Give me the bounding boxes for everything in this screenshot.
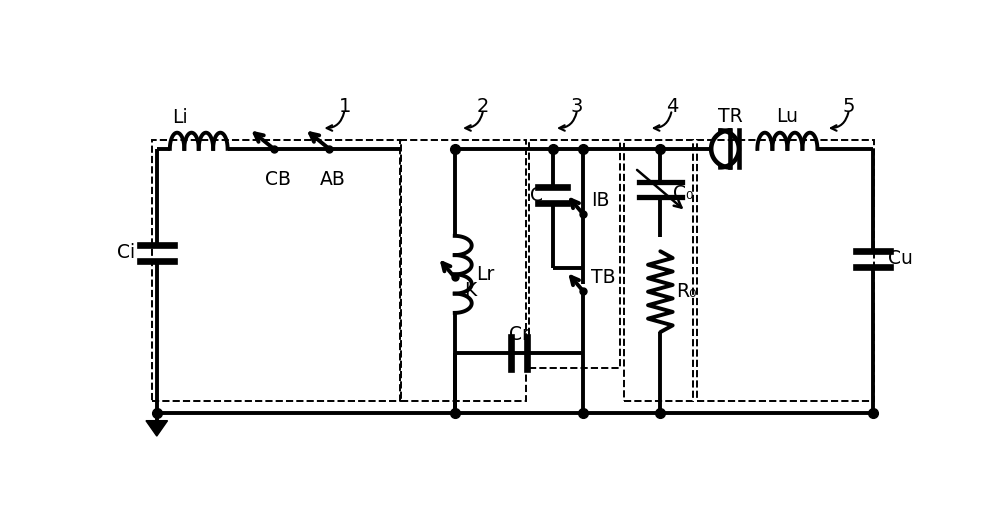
Bar: [401, 140, 526, 401]
Text: TR: TR: [718, 107, 743, 126]
Text: 5: 5: [843, 97, 855, 116]
Text: AB: AB: [320, 171, 346, 189]
Text: TB: TB: [591, 268, 616, 288]
Text: C: C: [530, 186, 543, 205]
Text: Li: Li: [172, 108, 187, 127]
Polygon shape: [146, 420, 168, 436]
Bar: [529, 140, 620, 369]
Text: Ci: Ci: [117, 243, 135, 262]
Bar: [697, 140, 874, 401]
Text: Cr: Cr: [509, 325, 529, 344]
Text: 4: 4: [666, 97, 678, 116]
Text: CB: CB: [265, 171, 291, 189]
Text: K: K: [464, 281, 476, 300]
Text: 3: 3: [571, 97, 583, 116]
Text: Lr: Lr: [476, 265, 495, 284]
Bar: [152, 140, 400, 401]
Text: C₀: C₀: [673, 184, 693, 203]
Text: R₀: R₀: [676, 282, 696, 301]
Text: Cu: Cu: [888, 249, 913, 268]
Bar: [624, 140, 693, 401]
Text: IB: IB: [591, 191, 610, 210]
Text: 1: 1: [338, 97, 351, 116]
Text: 2: 2: [477, 97, 489, 116]
Text: Lu: Lu: [776, 107, 798, 126]
